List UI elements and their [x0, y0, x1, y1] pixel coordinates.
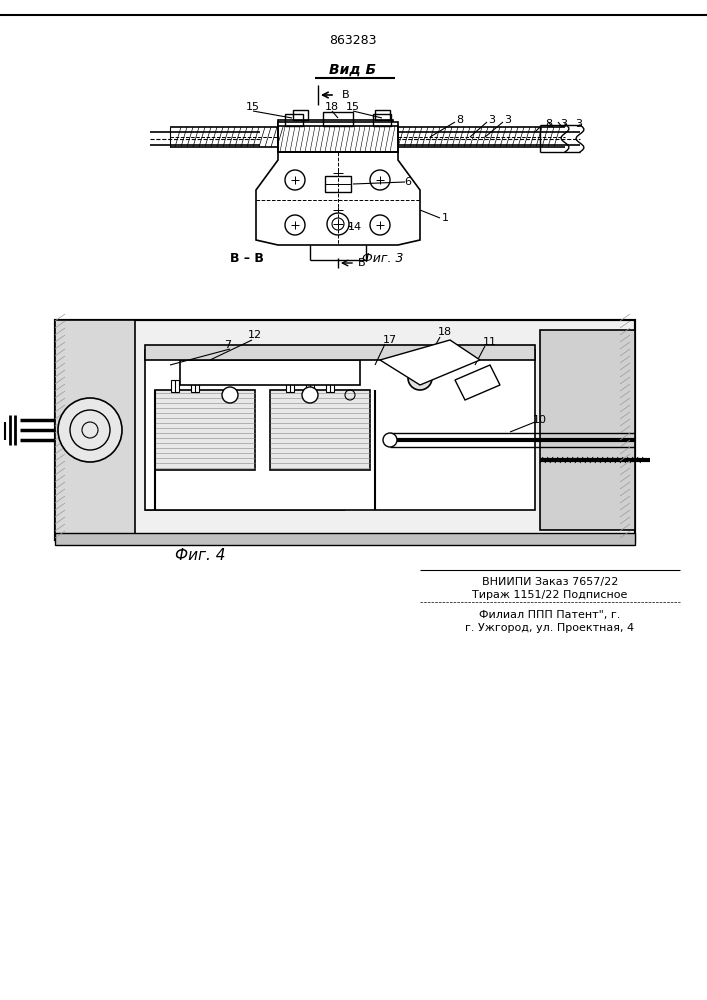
Text: 8: 8 [545, 119, 552, 129]
Text: 3: 3 [575, 119, 582, 129]
Text: 1: 1 [441, 213, 448, 223]
Bar [191, 380, 199, 392]
Bar [286, 380, 294, 392]
Bar [278, 122, 398, 152]
Text: 6: 6 [404, 177, 411, 187]
Bar [55, 320, 635, 540]
Bar [155, 390, 255, 470]
Polygon shape [455, 365, 500, 400]
Text: 18: 18 [325, 102, 339, 112]
Text: Вид Б: Вид Б [329, 63, 377, 77]
Text: 12: 12 [248, 330, 262, 340]
Text: 863283: 863283 [329, 33, 377, 46]
Bar [55, 320, 635, 540]
Bar [270, 390, 370, 470]
Text: 3: 3 [489, 115, 496, 125]
Bar [540, 330, 635, 530]
Text: В: В [342, 90, 350, 100]
Bar [375, 110, 390, 120]
Text: ВНИИПИ Заказ 7657/22: ВНИИПИ Заказ 7657/22 [481, 577, 618, 587]
Circle shape [222, 387, 238, 403]
Text: 7: 7 [224, 340, 232, 350]
Bar [293, 110, 308, 120]
Text: 15: 15 [346, 102, 360, 112]
Polygon shape [380, 340, 480, 385]
Text: В: В [358, 258, 366, 268]
Text: 3: 3 [560, 119, 567, 129]
Text: 18: 18 [438, 327, 452, 337]
Bar [323, 112, 353, 126]
Bar [278, 120, 393, 148]
Text: В – В: В – В [230, 251, 264, 264]
Circle shape [408, 366, 432, 390]
Circle shape [58, 398, 122, 462]
Text: 3: 3 [505, 115, 511, 125]
Text: 11: 11 [483, 337, 497, 347]
Bar [306, 380, 314, 392]
Circle shape [383, 433, 397, 447]
Text: Фиг. 3: Фиг. 3 [362, 251, 404, 264]
Text: 8: 8 [457, 115, 464, 125]
Bar [278, 126, 398, 152]
Bar [325, 176, 351, 192]
Text: 14: 14 [348, 222, 362, 232]
Text: 10: 10 [533, 415, 547, 425]
Bar [171, 380, 179, 392]
Bar [145, 345, 535, 360]
Bar [180, 360, 360, 385]
Text: Филиал ППП Патент", г.: Филиал ППП Патент", г. [479, 610, 621, 620]
Text: г. Ужгород, ул. Проектная, 4: г. Ужгород, ул. Проектная, 4 [465, 623, 635, 633]
Text: Тираж 1151/22 Подписное: Тираж 1151/22 Подписное [472, 590, 628, 600]
Text: Фиг. 4: Фиг. 4 [175, 548, 226, 562]
Circle shape [302, 387, 318, 403]
Bar [55, 533, 635, 545]
Bar [145, 350, 535, 510]
Bar [373, 114, 391, 126]
Bar [326, 380, 334, 392]
Text: 15: 15 [246, 102, 260, 112]
Bar [55, 320, 135, 540]
Text: 17: 17 [383, 335, 397, 345]
Bar [285, 114, 303, 126]
